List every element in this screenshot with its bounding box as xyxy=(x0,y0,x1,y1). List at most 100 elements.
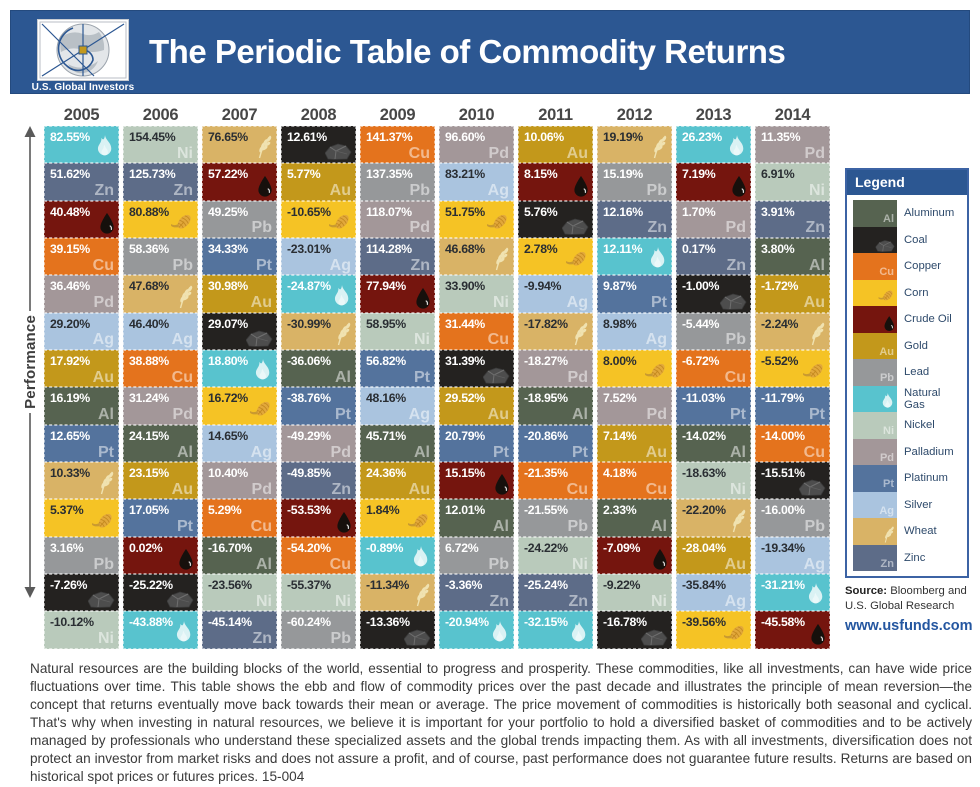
return-value: 29.20% xyxy=(50,316,90,331)
crude-oil-icon xyxy=(494,474,510,496)
returns-grid: 2005 82.55% 51.62% Zn 40.48% 39.15% Cu 36.46% Pd… xyxy=(44,106,830,649)
element-symbol: Cu xyxy=(879,266,894,279)
element-symbol: Zn xyxy=(489,592,509,610)
legend-label: Gold xyxy=(904,339,928,352)
cell-aluminum: 24.15% Al xyxy=(123,424,198,463)
return-value: 0.02% xyxy=(129,540,163,555)
cell-platinum: -11.79% Pt xyxy=(755,387,830,425)
legend-row-aluminum: Al Aluminum xyxy=(853,200,961,227)
corn-icon xyxy=(643,361,668,384)
cell-copper: 5.29% Cu xyxy=(202,499,277,537)
return-value: -10.12% xyxy=(50,615,94,630)
cell-coal: -1.00% xyxy=(676,275,751,313)
return-value: -13.36% xyxy=(366,615,410,630)
cell-copper: 38.88% Cu xyxy=(123,350,198,388)
cell-aluminum: 2.33% Al xyxy=(597,499,672,537)
return-value: 24.15% xyxy=(129,428,169,443)
return-value: 26.23% xyxy=(682,130,722,144)
element-symbol: Pb xyxy=(488,555,509,573)
corn-icon xyxy=(406,511,431,534)
return-value: -31.21% xyxy=(761,578,805,593)
legend-row-palladium: Pd Palladium xyxy=(853,438,961,465)
return-value: -23.01% xyxy=(287,242,331,257)
element-symbol: Ag xyxy=(879,504,894,517)
cell-zinc: 114.28% Zn xyxy=(360,238,435,276)
crude-oil-icon xyxy=(178,549,194,571)
cell-palladium: 1.70% Pd xyxy=(676,200,751,239)
natural-gas-icon xyxy=(94,135,115,160)
return-value: 12.61% xyxy=(287,130,327,144)
legend-row-copper: Cu Copper xyxy=(853,253,961,280)
cell-silver: 46.40% Ag xyxy=(123,312,198,351)
return-value: 1.84% xyxy=(366,503,400,518)
return-value: 39.15% xyxy=(50,242,90,257)
return-value: -2.24% xyxy=(761,316,799,331)
cell-silver: -23.01% Ag xyxy=(281,238,356,276)
cell-wheat: 19.19% xyxy=(597,126,672,164)
return-value: 40.48% xyxy=(50,204,90,219)
coal-icon xyxy=(245,330,273,347)
cell-corn: 2.78% xyxy=(518,238,593,276)
legend-swatch: Pb xyxy=(853,359,897,386)
coal-icon xyxy=(482,367,510,385)
element-symbol: Pt xyxy=(730,406,746,424)
element-symbol: Ni xyxy=(177,144,193,162)
cell-platinum: -38.76% Pt xyxy=(281,387,356,425)
return-value: 154.45% xyxy=(129,130,176,144)
legend-swatch xyxy=(853,306,897,333)
cell-silver: 14.65% Ag xyxy=(202,424,277,463)
legend-swatch: Pt xyxy=(853,465,897,492)
year-column-2008: 2008 12.61% 5.77% Au -10.65% -23.01% Ag -24.87%… xyxy=(281,106,356,649)
cell-palladium: 10.40% Pd xyxy=(202,462,277,500)
page-title: The Periodic Table of Commodity Returns xyxy=(149,33,786,70)
element-symbol: Pt xyxy=(883,478,894,491)
element-symbol: Au xyxy=(724,555,746,573)
cell-crude_oil: 8.15% xyxy=(518,163,593,201)
return-value: -18.95% xyxy=(524,391,568,406)
cell-lead: -16.00% Pb xyxy=(755,499,830,537)
wheat-icon xyxy=(491,247,510,272)
year-column-2012: 2012 19.19% 15.19% Pb 12.16% Zn 12.11% 9.87% Pt 8… xyxy=(597,106,672,649)
usfunds-link[interactable]: www.usfunds.com xyxy=(845,618,973,634)
legend-label: Corn xyxy=(904,286,929,299)
legend-swatch xyxy=(853,279,897,306)
return-value: 80.88% xyxy=(129,204,169,219)
return-value: 48.16% xyxy=(366,391,406,406)
return-value: 118.07% xyxy=(366,204,412,219)
return-value: -53.53% xyxy=(287,503,331,518)
cell-silver: -19.34% Ag xyxy=(755,536,830,575)
wheat-icon xyxy=(728,509,747,534)
legend-label: Wheat xyxy=(904,525,937,538)
element-symbol: Pd xyxy=(646,406,667,424)
year-column-2005: 2005 82.55% 51.62% Zn 40.48% 39.15% Cu 36.46% Pd… xyxy=(44,106,119,649)
return-value: -1.72% xyxy=(761,279,799,294)
cell-wheat: 10.33% xyxy=(44,462,119,500)
return-value: -22.20% xyxy=(682,503,726,518)
return-value: -21.35% xyxy=(524,466,568,481)
legend-label: Copper xyxy=(904,260,942,273)
cell-aluminum: 3.80% Al xyxy=(755,238,830,276)
arrow-down-icon xyxy=(24,412,36,598)
coal-icon xyxy=(403,629,431,646)
legend-label: Coal xyxy=(904,233,928,246)
element-symbol: Ni xyxy=(414,331,430,349)
return-value: 141.37% xyxy=(366,130,413,144)
return-value: 45.71% xyxy=(366,428,406,443)
wheat-icon xyxy=(254,135,273,160)
return-value: -11.34% xyxy=(366,578,410,593)
element-symbol: Pb xyxy=(93,555,114,573)
cell-palladium: 36.46% Pd xyxy=(44,275,119,313)
element-symbol: Pt xyxy=(809,406,825,424)
cell-coal: 29.07% xyxy=(202,312,277,351)
element-symbol: Pt xyxy=(414,368,430,386)
return-value: 16.72% xyxy=(208,391,248,406)
cell-lead: 3.16% Pb xyxy=(44,536,119,575)
cell-corn: 80.88% xyxy=(123,200,198,239)
cell-platinum: 12.65% Pt xyxy=(44,424,119,463)
cell-crude_oil: 15.15% xyxy=(439,462,514,500)
return-value: 56.82% xyxy=(366,354,406,369)
coal-icon xyxy=(798,479,826,497)
return-value: -24.22% xyxy=(524,540,568,555)
cell-gold: 17.92% Au xyxy=(44,350,119,388)
cell-copper: -21.35% Cu xyxy=(518,462,593,500)
